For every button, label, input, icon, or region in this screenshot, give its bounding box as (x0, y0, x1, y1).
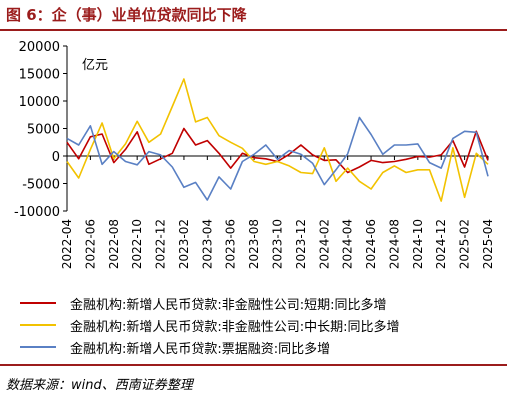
y-tick-label: -10000 (14, 205, 60, 220)
legend-label: 金融机构:新增人民币贷款:票据融资:同比多增 (70, 342, 331, 357)
source-note: 数据来源：wind、西南证券整理 (6, 378, 193, 393)
x-tick-label: 2024-04 (341, 219, 355, 269)
chart-axes: -10000 -5000 0 5000 10000 15000 20000 2022-04 20… (14, 40, 495, 269)
x-tick-label: 2025-02 (458, 219, 472, 269)
title-rule (0, 29, 507, 31)
line-chart: -10000 -5000 0 5000 10000 15000 20000 2022-04 20… (14, 40, 495, 269)
y-tick-label: 0 (52, 150, 60, 165)
x-tick-label: 2023-08 (247, 219, 261, 269)
y-tick-label: -5000 (22, 178, 60, 193)
legend-item-1: 金融机构:新增人民币贷款:非金融性公司:短期:同比多增 (20, 292, 500, 314)
x-tick-label: 2025-04 (481, 219, 495, 269)
x-tick-label: 2023-12 (294, 219, 308, 269)
y-tick-label: 5000 (27, 123, 60, 138)
chart-plot-area (66, 78, 489, 202)
x-tick-label: 2022-08 (107, 219, 121, 269)
figure-title-bar: 图 6：企（事）业单位贷款同比下降 (0, 0, 507, 31)
footer-rule (0, 364, 507, 366)
y-tick-label: 20000 (19, 40, 60, 55)
legend-item-3: 金融机构:新增人民币贷款:票据融资:同比多增 (20, 336, 500, 358)
x-tick-label: 2024-10 (411, 219, 425, 269)
legend-swatch (20, 346, 56, 348)
x-tick-label: 2023-10 (271, 219, 285, 269)
figure-title: 图 6：企（事）业单位贷款同比下降 (6, 6, 247, 24)
x-tick-label: 2024-06 (364, 219, 378, 269)
y-tick-label: 10000 (19, 95, 60, 110)
x-tick-label: 2022-06 (83, 219, 97, 269)
y-tick-label: 15000 (19, 68, 60, 83)
legend-label: 金融机构:新增人民币贷款:非金融性公司:中长期:同比多增 (70, 320, 400, 335)
chart-legend: 金融机构:新增人民币贷款:非金融性公司:短期:同比多增 金融机构:新增人民币贷款:… (20, 292, 500, 358)
unit-label: 亿元 (82, 58, 109, 73)
series-line-3 (66, 116, 489, 201)
x-tick-label: 2022-12 (154, 219, 168, 269)
x-tick-label: 2023-02 (177, 219, 191, 269)
legend-swatch (20, 302, 56, 304)
series-line-2 (66, 78, 489, 202)
x-tick-label: 2024-08 (387, 219, 401, 269)
x-tick-label: 2023-04 (200, 219, 214, 269)
x-tick-label: 2024-02 (317, 219, 331, 269)
x-tick-label: 2022-04 (60, 219, 74, 269)
legend-label: 金融机构:新增人民币贷款:非金融性公司:短期:同比多增 (70, 298, 387, 313)
x-tick-label: 2022-10 (130, 219, 144, 269)
legend-item-2: 金融机构:新增人民币贷款:非金融性公司:中长期:同比多增 (20, 314, 500, 336)
legend-swatch (20, 324, 56, 326)
x-tick-label: 2023-06 (224, 219, 238, 269)
x-tick-label: 2024-12 (434, 219, 448, 269)
